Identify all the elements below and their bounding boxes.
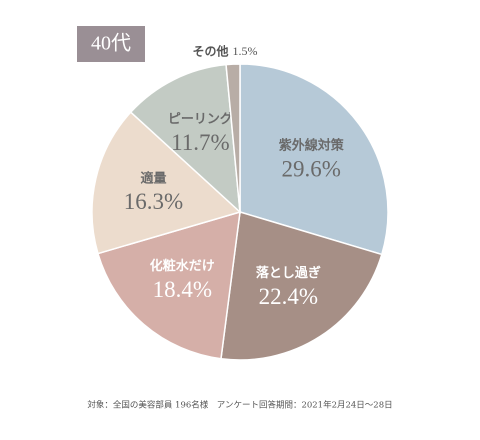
chart-title: 40代 <box>91 32 131 55</box>
title-badge <box>77 26 145 62</box>
value-label: 29.6% <box>282 156 341 181</box>
value-label: 1.5% <box>232 44 257 58</box>
pie-slice <box>129 63 241 214</box>
slice-label: ピーリング <box>168 111 233 127</box>
pie-slice <box>97 210 241 360</box>
pie-slice <box>220 211 383 361</box>
value-label: 16.3% <box>124 189 183 214</box>
footnote: 対象：全国の美容部員 196名様 アンケート回答期間：2021年2月24日～28… <box>87 400 392 411</box>
pie-slice <box>225 63 241 213</box>
pie: 紫外線対策 29.6% 落とし過ぎ 22.4% 化粧水だけ 18.4% 適量 16.3% ピーリ… <box>91 44 389 361</box>
value-label: 11.7% <box>171 130 230 155</box>
slice-label: 落とし過ぎ <box>256 265 321 281</box>
value-label: 18.4% <box>153 277 212 302</box>
pie-slice <box>91 111 242 255</box>
slice-label: 化粧水だけ <box>150 258 215 274</box>
pie-slice <box>239 63 389 256</box>
slice-label: 適量 <box>140 170 166 186</box>
value-label: 22.4% <box>259 284 318 309</box>
slice-label: その他 <box>192 44 228 59</box>
slice-label: 紫外線対策 <box>279 137 345 153</box>
